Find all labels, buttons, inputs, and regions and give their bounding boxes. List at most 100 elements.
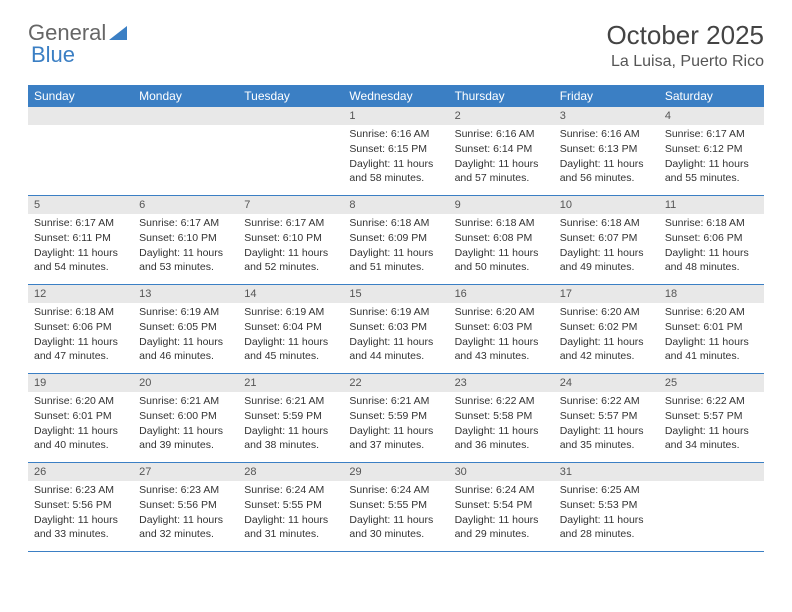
detail-line: Sunset: 5:53 PM (560, 499, 653, 513)
day-number: 9 (449, 196, 554, 214)
detail-line: and 32 minutes. (139, 528, 232, 542)
day-number: 7 (238, 196, 343, 214)
day-number: 17 (554, 285, 659, 303)
detail-line: Daylight: 11 hours (34, 514, 127, 528)
detail-line: Sunset: 6:03 PM (455, 321, 548, 335)
detail-line: and 42 minutes. (560, 350, 653, 364)
day-headers-row: SundayMondayTuesdayWednesdayThursdayFrid… (28, 85, 764, 107)
calendar-cell: 16Sunrise: 6:20 AMSunset: 6:03 PMDayligh… (449, 285, 554, 373)
calendar-cell: 7Sunrise: 6:17 AMSunset: 6:10 PMDaylight… (238, 196, 343, 284)
detail-line: Sunrise: 6:18 AM (349, 217, 442, 231)
day-details: Sunrise: 6:19 AMSunset: 6:04 PMDaylight:… (238, 303, 343, 371)
detail-line: Sunrise: 6:19 AM (139, 306, 232, 320)
detail-line: Sunrise: 6:19 AM (244, 306, 337, 320)
day-details: Sunrise: 6:18 AMSunset: 6:09 PMDaylight:… (343, 214, 448, 282)
calendar-cell-empty (133, 107, 238, 195)
detail-line: Daylight: 11 hours (665, 425, 758, 439)
detail-line: Daylight: 11 hours (244, 247, 337, 261)
detail-line: Daylight: 11 hours (34, 336, 127, 350)
logo-text-2: Blue (31, 42, 75, 68)
detail-line: and 33 minutes. (34, 528, 127, 542)
calendar-cell: 30Sunrise: 6:24 AMSunset: 5:54 PMDayligh… (449, 463, 554, 551)
detail-line: Sunrise: 6:16 AM (349, 128, 442, 142)
detail-line: Sunset: 6:10 PM (244, 232, 337, 246)
calendar: SundayMondayTuesdayWednesdayThursdayFrid… (28, 85, 764, 552)
detail-line: Sunrise: 6:21 AM (139, 395, 232, 409)
title-block: October 2025 La Luisa, Puerto Rico (606, 20, 764, 71)
detail-line: Daylight: 11 hours (665, 336, 758, 350)
detail-line: Daylight: 11 hours (665, 158, 758, 172)
detail-line: Daylight: 11 hours (455, 158, 548, 172)
calendar-cell: 29Sunrise: 6:24 AMSunset: 5:55 PMDayligh… (343, 463, 448, 551)
detail-line: Daylight: 11 hours (244, 336, 337, 350)
detail-line: and 53 minutes. (139, 261, 232, 275)
detail-line: Sunrise: 6:20 AM (34, 395, 127, 409)
day-number: 26 (28, 463, 133, 481)
detail-line: and 43 minutes. (455, 350, 548, 364)
day-number: 23 (449, 374, 554, 392)
day-number: 20 (133, 374, 238, 392)
detail-line: Sunrise: 6:21 AM (349, 395, 442, 409)
detail-line: Daylight: 11 hours (455, 336, 548, 350)
calendar-cell: 2Sunrise: 6:16 AMSunset: 6:14 PMDaylight… (449, 107, 554, 195)
day-details: Sunrise: 6:21 AMSunset: 5:59 PMDaylight:… (343, 392, 448, 460)
calendar-cell: 31Sunrise: 6:25 AMSunset: 5:53 PMDayligh… (554, 463, 659, 551)
day-number: 30 (449, 463, 554, 481)
detail-line: and 49 minutes. (560, 261, 653, 275)
detail-line: Sunset: 5:59 PM (244, 410, 337, 424)
detail-line: Sunrise: 6:17 AM (244, 217, 337, 231)
day-details: Sunrise: 6:23 AMSunset: 5:56 PMDaylight:… (28, 481, 133, 549)
detail-line: Sunset: 6:02 PM (560, 321, 653, 335)
detail-line: Daylight: 11 hours (560, 514, 653, 528)
day-details: Sunrise: 6:25 AMSunset: 5:53 PMDaylight:… (554, 481, 659, 549)
day-details: Sunrise: 6:18 AMSunset: 6:08 PMDaylight:… (449, 214, 554, 282)
detail-line: Daylight: 11 hours (560, 336, 653, 350)
day-number: 27 (133, 463, 238, 481)
day-details: Sunrise: 6:21 AMSunset: 5:59 PMDaylight:… (238, 392, 343, 460)
detail-line: Sunset: 6:07 PM (560, 232, 653, 246)
day-details: Sunrise: 6:20 AMSunset: 6:01 PMDaylight:… (28, 392, 133, 460)
calendar-cell: 13Sunrise: 6:19 AMSunset: 6:05 PMDayligh… (133, 285, 238, 373)
detail-line: Sunset: 6:05 PM (139, 321, 232, 335)
day-number: 4 (659, 107, 764, 125)
detail-line: and 40 minutes. (34, 439, 127, 453)
detail-line: Sunset: 6:06 PM (665, 232, 758, 246)
day-details: Sunrise: 6:17 AMSunset: 6:10 PMDaylight:… (238, 214, 343, 282)
day-number: 19 (28, 374, 133, 392)
day-header: Friday (554, 85, 659, 107)
day-number: 28 (238, 463, 343, 481)
calendar-cell: 5Sunrise: 6:17 AMSunset: 6:11 PMDaylight… (28, 196, 133, 284)
day-details: Sunrise: 6:17 AMSunset: 6:11 PMDaylight:… (28, 214, 133, 282)
detail-line: Daylight: 11 hours (139, 336, 232, 350)
detail-line: Sunrise: 6:21 AM (244, 395, 337, 409)
calendar-cell: 17Sunrise: 6:20 AMSunset: 6:02 PMDayligh… (554, 285, 659, 373)
detail-line: and 52 minutes. (244, 261, 337, 275)
day-number: 10 (554, 196, 659, 214)
detail-line: Sunset: 6:12 PM (665, 143, 758, 157)
detail-line: Sunset: 6:13 PM (560, 143, 653, 157)
calendar-cell: 18Sunrise: 6:20 AMSunset: 6:01 PMDayligh… (659, 285, 764, 373)
detail-line: Sunrise: 6:16 AM (455, 128, 548, 142)
day-details: Sunrise: 6:22 AMSunset: 5:58 PMDaylight:… (449, 392, 554, 460)
detail-line: Sunrise: 6:24 AM (349, 484, 442, 498)
calendar-cell: 19Sunrise: 6:20 AMSunset: 6:01 PMDayligh… (28, 374, 133, 462)
detail-line: Sunset: 6:14 PM (455, 143, 548, 157)
detail-line: Sunrise: 6:18 AM (560, 217, 653, 231)
day-header: Monday (133, 85, 238, 107)
detail-line: Sunrise: 6:18 AM (455, 217, 548, 231)
calendar-week: 1Sunrise: 6:16 AMSunset: 6:15 PMDaylight… (28, 107, 764, 196)
detail-line: Sunset: 6:00 PM (139, 410, 232, 424)
day-header: Saturday (659, 85, 764, 107)
detail-line: Daylight: 11 hours (349, 336, 442, 350)
detail-line: and 46 minutes. (139, 350, 232, 364)
location: La Luisa, Puerto Rico (606, 53, 764, 71)
detail-line: Daylight: 11 hours (665, 247, 758, 261)
detail-line: Daylight: 11 hours (455, 514, 548, 528)
detail-line: Sunrise: 6:22 AM (665, 395, 758, 409)
detail-line: Sunset: 5:57 PM (560, 410, 653, 424)
day-number: 12 (28, 285, 133, 303)
detail-line: Sunset: 6:01 PM (665, 321, 758, 335)
detail-line: and 56 minutes. (560, 172, 653, 186)
detail-line: Sunset: 5:55 PM (349, 499, 442, 513)
detail-line: Daylight: 11 hours (560, 247, 653, 261)
